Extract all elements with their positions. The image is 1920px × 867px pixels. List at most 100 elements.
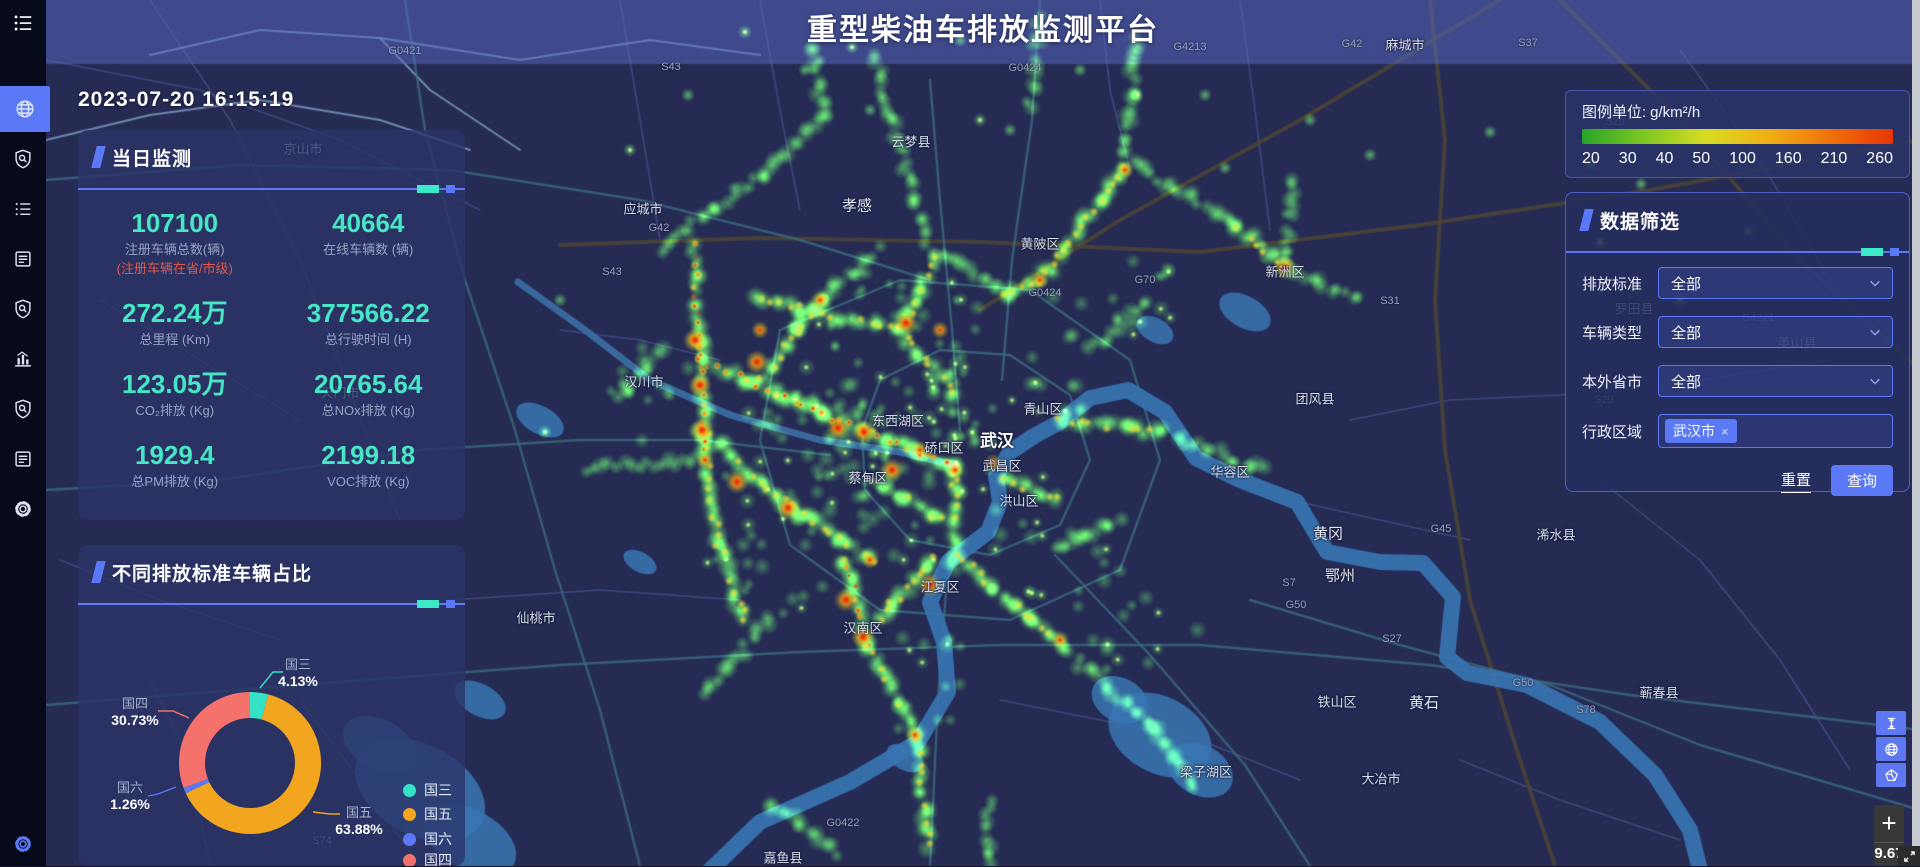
legend-dot [403,783,416,797]
legend-gradient-bar [1582,129,1893,144]
chart-legend-item-国六[interactable]: 国六 [403,829,452,849]
sidebar-item-shield-search-1[interactable] [0,136,46,182]
donut-svg [147,671,340,834]
chevron-down-icon [1870,329,1880,336]
region-row: 行政区域 武汉市 × [1582,414,1893,448]
zoom-level: 9.67 [1874,845,1904,862]
zoom-in-button[interactable]: + [1874,805,1904,843]
region-tag[interactable]: 武汉市 × [1665,419,1737,443]
slice-name: 国四 [121,695,149,711]
slice-percent: 30.73% [111,711,159,728]
slice-percent: 63.88% [335,820,383,837]
stat-label: VOC排放 (Kg) [327,474,410,489]
divider [78,185,465,193]
chevron-down-icon [1870,378,1880,385]
legend-dot [403,807,416,821]
legend-name: 国四 [424,852,452,866]
stat-value: 377566.22 [306,298,430,328]
sidebar-nav [0,86,50,536]
slice-percent: 1.26% [110,796,150,812]
sidebar-item-bar-chart-5[interactable] [0,336,46,382]
stat-cell-6: 1929.4 总PM排放 (Kg) [78,440,272,490]
today-monitor-panel: 当日监测 107100 注册车辆总数(辆) (注册车辆在省/市级) 40664 在线车辆… [78,130,465,520]
donut-label-国五: 国五 63.88% [335,805,382,837]
heat-legend-panel: 图例单位: g/km²/h 20 30 40 50 100 160 210 260 [1565,90,1910,178]
stat-value: 20765.64 [314,369,423,399]
tag-close-icon[interactable]: × [1721,423,1729,439]
donut-leader-line [259,671,283,689]
chart-legend-item-国四[interactable]: 国四 [403,850,452,866]
legend-ticks: 20 30 40 50 100 160 210 260 [1582,150,1893,168]
filter-select-0[interactable]: 全部 [1658,267,1893,299]
legend-tick: 20 [1582,150,1600,167]
sidebar-item-doc-7[interactable] [0,436,46,482]
sidebar-item-gear-8[interactable] [0,486,46,532]
donut-panel-title: 不同排放标准车辆占比 [112,564,313,585]
title-slash-icon [91,146,106,168]
chevron-down-icon [1870,280,1880,287]
settings-gear-icon[interactable] [0,826,46,862]
tag-text: 武汉市 [1673,423,1715,439]
stat-cell-0: 107100 注册车辆总数(辆) (注册车辆在省/市级) [78,208,272,277]
stat-value: 1929.4 [134,440,215,470]
sidebar-item-list-2[interactable] [0,186,46,232]
query-button[interactable]: 查询 [1831,465,1893,496]
filter-label: 本外省市 [1582,373,1643,391]
slice-name: 国六 [116,780,144,795]
select-value: 全部 [1671,275,1702,293]
donut-leader-line [147,786,177,797]
fullscreen-icon[interactable] [1898,846,1920,866]
region-multiselect[interactable]: 武汉市 × [1658,414,1893,448]
emission-standard-panel: 不同排放标准车辆占比 国三 4.13% 国五 63.88% 国六 1.26% 国四 30.73… [78,545,465,866]
region-label: 行政区域 [1582,423,1643,441]
stat-label: 总NOx排放 (Kg) [321,403,415,418]
stat-value: 107100 [131,208,219,238]
legend-name: 国五 [424,806,452,822]
stats-grid: 107100 注册车辆总数(辆) (注册车辆在省/市级) 40664 在线车辆数 (辆)… [78,208,465,511]
chart-legend-item-国三[interactable]: 国三 [403,780,452,800]
today-panel-title: 当日监测 [112,149,193,170]
map-tool-district-button[interactable] [1876,763,1906,787]
data-filter-panel: 数据筛选 排放标准 全部 车辆类型 全部 本外省市 全部 行政区域 武汉市 × 重置 查询 [1565,192,1910,496]
legend-tick: 100 [1729,150,1756,167]
scrollbar[interactable] [1912,0,1920,846]
sidebar-item-shield-search-4[interactable] [0,286,46,332]
donut-slice-国六 [183,778,210,794]
map-tool-ruler-vertical-button[interactable] [1876,711,1906,735]
donut-label-国六: 国六 1.26% [110,780,150,812]
sidebar-item-globe-0[interactable] [0,86,50,132]
select-value: 全部 [1671,324,1702,342]
donut-slice-国三 [249,692,269,720]
donut-slice-国四 [179,692,251,788]
filter-panel-title: 数据筛选 [1600,212,1681,233]
filter-select-2[interactable]: 全部 [1658,365,1893,397]
stat-label: 在线车辆数 (辆) [323,242,414,257]
donut-leader-line [158,710,190,719]
divider [1566,248,1909,256]
stat-value: 272.24万 [121,298,228,328]
stat-cell-7: 2199.18 VOC排放 (Kg) [272,440,466,490]
map-tool-globe-button[interactable] [1876,737,1906,761]
legend-tick: 30 [1618,150,1637,167]
stat-label: CO₂排放 (Kg) [135,403,215,418]
stat-cell-2: 272.24万 总里程 (Km) [78,298,272,348]
stat-label: 总行驶时间 (H) [324,332,412,347]
chart-legend-item-国五[interactable]: 国五 [403,804,452,824]
map-tool-buttons [1876,711,1906,789]
legend-dot [403,832,416,846]
sidebar-item-doc-3[interactable] [0,236,46,282]
filter-row-2: 本外省市 全部 [1582,365,1893,397]
legend-unit-title: 图例单位: g/km²/h [1582,104,1701,121]
filter-select-1[interactable]: 全部 [1658,316,1893,348]
legend-tick: 50 [1692,150,1711,167]
sidebar-item-shield-search-6[interactable] [0,386,46,432]
reset-button[interactable]: 重置 [1780,469,1811,493]
stat-cell-5: 20765.64 总NOx排放 (Kg) [272,369,466,419]
donut-label-国四: 国四 30.73% [111,696,158,728]
donut-chart: 国三 4.13% 国五 63.88% 国六 1.26% 国四 30.73% 国三 国五 国六 国四 [78,545,465,866]
filter-row-1: 车辆类型 全部 [1582,316,1893,348]
filter-label: 排放标准 [1582,275,1643,293]
donut-slice-国五 [185,694,321,834]
donut-leader-line [312,811,340,815]
menu-icon[interactable] [0,0,46,46]
